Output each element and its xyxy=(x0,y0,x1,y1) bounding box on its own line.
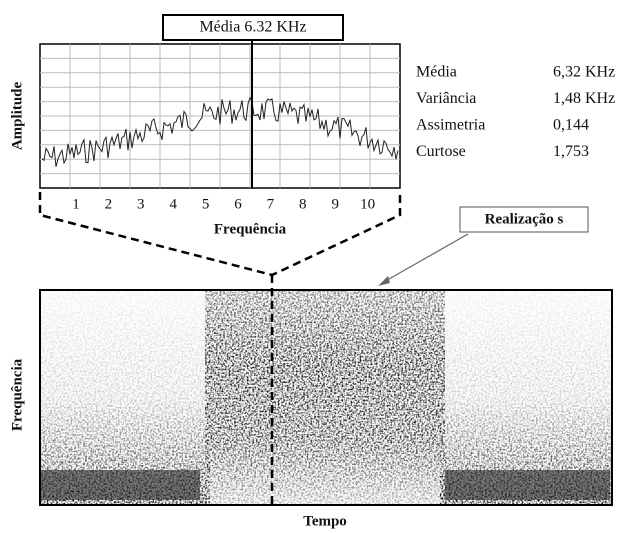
spectrogram-y-label: Frequência xyxy=(9,358,25,431)
annotation-box xyxy=(459,206,589,233)
x-tick-label: 8 xyxy=(299,196,307,212)
x-tick-label: 4 xyxy=(169,196,177,212)
low-band-right xyxy=(445,470,610,500)
spectrum-plot xyxy=(39,43,401,189)
stat-name: Variância xyxy=(416,90,476,107)
stat-value: 1,753 xyxy=(553,143,589,160)
stat-name: Assimetria xyxy=(416,117,485,134)
spectrogram-texture xyxy=(40,290,612,505)
low-band-left xyxy=(40,470,200,500)
stat-value: 1,48 KHz xyxy=(553,90,615,107)
x-ticks: 1 2 3 4 5 6 7 8 9 10 xyxy=(72,196,375,212)
arrow-head xyxy=(378,276,390,286)
stat-value: 0,144 xyxy=(553,117,589,134)
y-axis-label: Amplitude xyxy=(9,81,25,150)
x-tick-label: 6 xyxy=(234,196,242,212)
annotation-arrow xyxy=(381,233,469,284)
x-tick-label: 5 xyxy=(202,196,210,212)
x-tick-label: 7 xyxy=(267,196,275,212)
x-tick-label: 3 xyxy=(137,196,145,212)
stat-name: Curtose xyxy=(416,143,466,160)
x-tick-label: 1 xyxy=(72,196,80,212)
annotation: Realização s xyxy=(485,211,564,227)
spectrogram-frame xyxy=(39,289,613,506)
stat-value: 6,32 KHz xyxy=(553,64,615,81)
x-tick-label: 10 xyxy=(360,196,375,212)
x-axis-label: Frequência xyxy=(214,221,287,237)
stat-name: Média xyxy=(416,64,457,81)
x-tick-label: 9 xyxy=(331,196,339,212)
x-tick-label: 2 xyxy=(105,196,113,212)
marker-label: Média 6.32 KHz xyxy=(199,19,306,36)
spectrum-trace xyxy=(41,96,399,167)
spectrogram xyxy=(39,289,613,506)
stats-table: Média 6,32 KHz Variância 1,48 KHz Assimetria… xyxy=(416,64,615,161)
spectrogram-x-label: Tempo xyxy=(303,513,347,529)
